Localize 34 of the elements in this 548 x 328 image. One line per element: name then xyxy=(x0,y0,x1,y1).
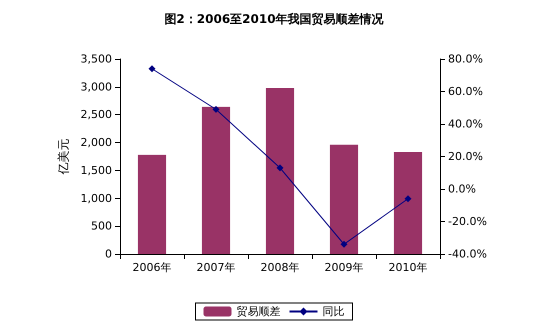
chart-title: 图2：2006至2010年我国贸易顺差情况 xyxy=(164,12,385,26)
y-tick-label: 1,500 xyxy=(80,164,112,177)
x-tick-label: 2006年 xyxy=(132,261,172,274)
y-tick-label: 3,000 xyxy=(80,80,112,94)
y-axis-title: 亿美元 xyxy=(56,138,71,176)
y2-tick-label: 0.0% xyxy=(448,182,476,196)
bar xyxy=(330,144,358,254)
x-tick-label: 2008年 xyxy=(260,261,300,274)
point xyxy=(212,106,220,113)
y2-tick-label: 40.0% xyxy=(448,118,483,130)
y-tick-label: 2,000 xyxy=(80,136,112,150)
point xyxy=(404,195,412,202)
y-tick-label: 0 xyxy=(105,248,112,260)
x-tick-label: 2007年 xyxy=(196,261,236,274)
bar xyxy=(394,152,422,254)
point xyxy=(148,65,156,72)
y2-tick-label: 60.0% xyxy=(448,85,483,98)
x-tick-label: 2010年 xyxy=(388,261,428,274)
y-tick-label: 1,000 xyxy=(80,192,112,205)
legend-label: 贸易顺差 xyxy=(236,305,280,318)
point xyxy=(276,164,284,172)
y-tick-label: 2,500 xyxy=(80,108,112,122)
y2-tick-label: 20.0% xyxy=(448,150,483,163)
bar xyxy=(202,106,230,254)
y2-tick-label: -40.0% xyxy=(448,248,487,260)
y2-tick-label: -20.0% xyxy=(448,215,487,228)
point xyxy=(340,240,348,248)
y-tick-label: 500 xyxy=(91,220,112,233)
x-tick-label: 2009年 xyxy=(324,261,364,274)
y2-tick-label: 80.0% xyxy=(448,52,483,66)
bar xyxy=(266,88,294,254)
y-tick-label: 3,500 xyxy=(80,52,112,66)
legend-label: 同比 xyxy=(322,305,344,318)
bar xyxy=(138,154,166,254)
